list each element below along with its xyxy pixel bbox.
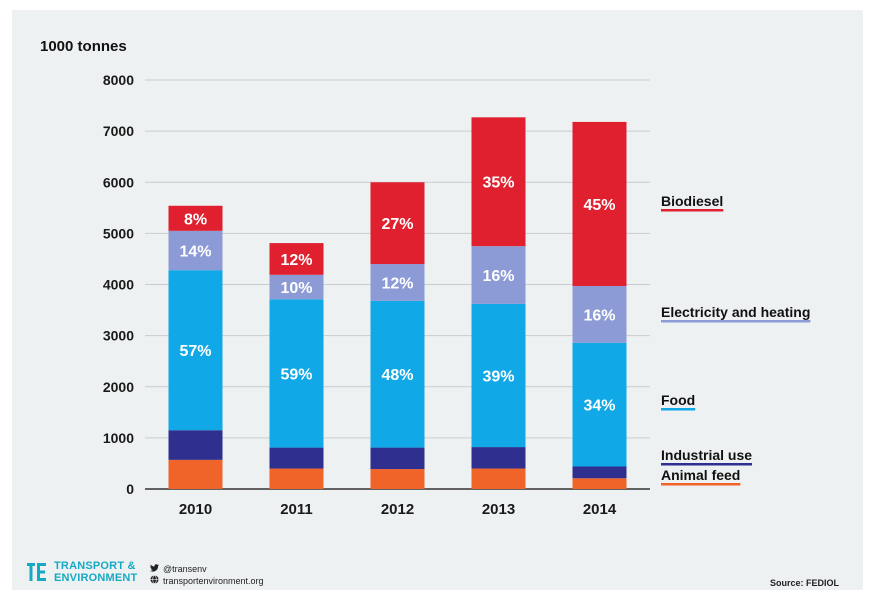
brand-line-1: TRANSPORT &	[54, 560, 136, 572]
data-label: 16%	[482, 268, 514, 285]
bar-segment-electricity-and-heating-2013	[471, 246, 526, 304]
twitter-handle: @transenv	[163, 564, 207, 574]
source-note: Source: FEDIOL	[769, 578, 839, 588]
y-tick-label: 0	[126, 481, 134, 497]
bar-segment-food-2013	[471, 303, 526, 448]
legend-swatch	[661, 408, 696, 411]
x-axis-ticks: 2010 2011 2012 2013 2014	[179, 501, 617, 518]
y-tick-label: 4000	[103, 277, 134, 293]
data-label: 14%	[179, 244, 211, 261]
legend-swatch	[661, 463, 753, 466]
stacked-bar-chart: 1000 tonnes 0 1000 2000 3000 4000 5000 6000 700…	[40, 38, 811, 518]
bar-segment-industrial-use-2013	[471, 447, 526, 469]
bar-segment-food-2010	[168, 270, 223, 431]
bar-segment-electricity-and-heating-2010	[168, 230, 223, 271]
data-label: 45%	[583, 197, 615, 214]
y-tick-label: 5000	[103, 225, 134, 241]
bar-segment-industrial-use-2010	[168, 430, 223, 460]
social-block: @transenv transportenvironment.org	[150, 563, 264, 587]
bar-segment-animal-feed-2013	[471, 468, 526, 489]
legend-label: Food	[661, 392, 695, 408]
legend: Biodiesel Electricity and heating Food Indu…	[661, 193, 811, 486]
y-tick-label: 1000	[103, 430, 134, 446]
data-label: 8%	[184, 211, 207, 228]
chart-card	[12, 10, 863, 590]
bar-segment-animal-feed-2014	[572, 478, 627, 489]
bar-segment-industrial-use-2012	[370, 447, 425, 470]
bar-segment-electricity-and-heating-2014	[572, 286, 627, 343]
x-tick-label: 2013	[482, 501, 515, 518]
legend-label: Electricity and heating	[661, 304, 810, 320]
brand-line-2: ENVIRONMENT	[54, 572, 138, 584]
bar-segment-industrial-use-2014	[572, 466, 627, 479]
x-tick-label: 2012	[381, 501, 414, 518]
bar-segment-animal-feed-2011	[269, 468, 324, 489]
data-label: 10%	[280, 280, 312, 297]
globe-icon	[150, 575, 159, 587]
data-label: 34%	[583, 398, 615, 415]
legend-swatch	[661, 483, 741, 486]
bar-segment-animal-feed-2010	[168, 459, 223, 489]
data-label: 16%	[583, 307, 615, 324]
y-tick-label: 7000	[103, 123, 134, 139]
legend-label: Biodiesel	[661, 193, 723, 209]
y-axis-ticks: 0 1000 2000 3000 4000 5000 6000 7000 8000	[103, 72, 134, 497]
legend-label: Animal feed	[661, 467, 740, 483]
data-label: 12%	[381, 275, 413, 292]
bar-segment-biodiesel-2013	[471, 117, 526, 247]
bar-segment-biodiesel-2012	[370, 182, 425, 265]
data-label: 39%	[482, 369, 514, 386]
bar-segment-biodiesel-2011	[269, 243, 324, 275]
y-axis-label: 1000 tonnes	[40, 38, 127, 55]
bar-segment-food-2011	[269, 299, 324, 448]
data-label: 35%	[482, 175, 514, 192]
bar-segment-industrial-use-2011	[269, 447, 324, 469]
data-label: 57%	[179, 343, 211, 360]
bars: 57% 14% 8% 59% 10% 12% 48% 12% 27% 39% 16% 35% 34% 16…	[168, 117, 627, 489]
legend-swatch	[661, 209, 724, 212]
twitter-icon	[150, 563, 159, 575]
y-tick-label: 8000	[103, 72, 134, 88]
brand-logo-block: TRANSPORT & ENVIRONMENT	[26, 560, 137, 584]
x-tick-label: 2010	[179, 501, 212, 518]
x-tick-label: 2014	[583, 501, 617, 518]
data-label: 59%	[280, 366, 312, 383]
x-tick-label: 2011	[280, 501, 313, 518]
y-tick-label: 3000	[103, 328, 134, 344]
bar-segment-electricity-and-heating-2012	[370, 264, 425, 301]
te-logo-icon	[26, 561, 48, 583]
website-link[interactable]: transportenvironment.org	[163, 576, 264, 586]
bar-segment-electricity-and-heating-2011	[269, 274, 324, 300]
y-tick-label: 6000	[103, 174, 134, 190]
data-label: 12%	[280, 252, 312, 269]
y-tick-label: 2000	[103, 379, 134, 395]
bar-segment-biodiesel-2010	[168, 205, 223, 231]
bar-segment-food-2014	[572, 342, 627, 467]
bar-segment-animal-feed-2012	[370, 469, 425, 489]
bar-segment-biodiesel-2014	[572, 121, 627, 287]
legend-swatch	[661, 320, 811, 323]
data-label: 48%	[381, 367, 413, 384]
data-label: 27%	[381, 216, 413, 233]
legend-label: Industrial use	[661, 447, 752, 463]
bar-segment-food-2012	[370, 300, 425, 448]
